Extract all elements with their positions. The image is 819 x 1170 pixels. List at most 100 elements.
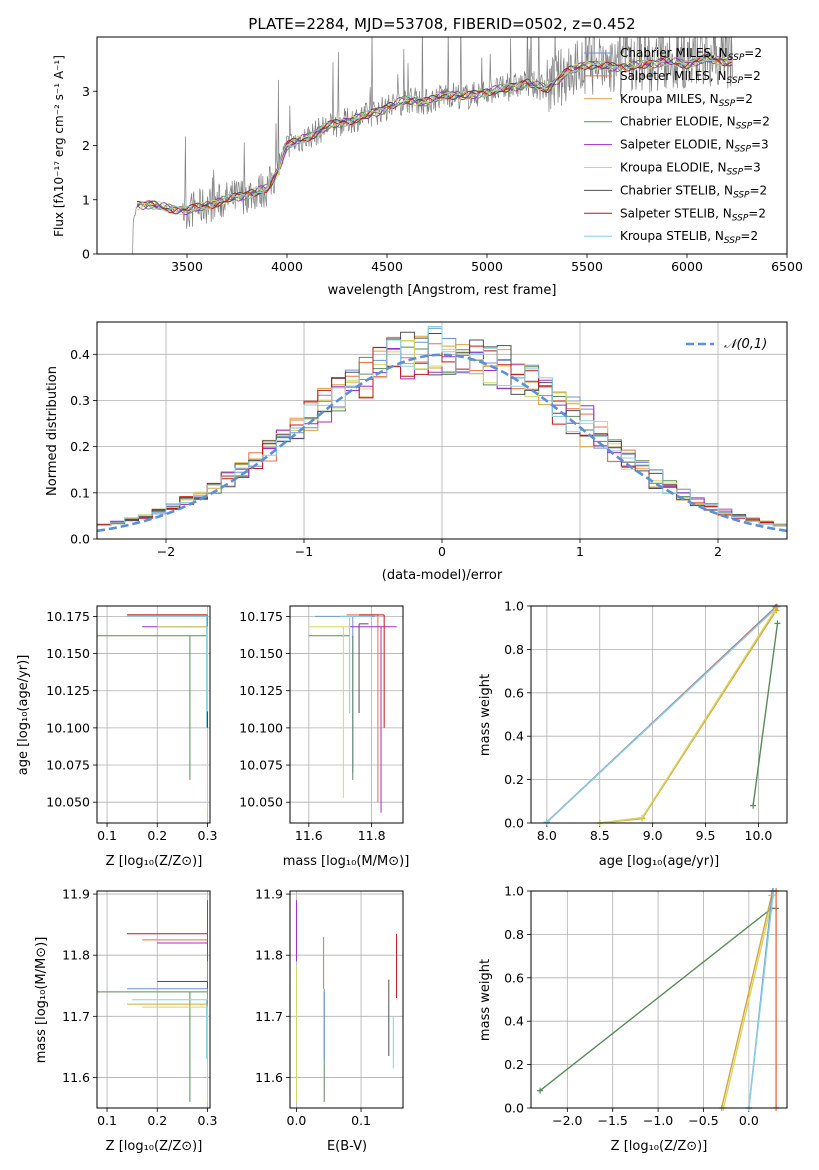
legend-nssp: =2 (752, 115, 770, 129)
legend-nssp: =3 (743, 161, 761, 175)
model-spectrum-line (136, 53, 733, 215)
legend-nssp: =2 (740, 229, 758, 243)
observed-spectrum (117, 37, 733, 254)
massZ-ylabel: mass [log₁₀(M/M⊙)] (34, 937, 49, 1064)
x-tick-label: 5500 (571, 259, 603, 274)
y-tick-label: 11.7 (62, 1009, 90, 1024)
legend-label: Chabrier MILES, NSSP=2 (620, 46, 762, 63)
y-tick-label: 0.0 (504, 816, 524, 831)
axes-frame (289, 890, 404, 1109)
residuals-xlabel: (data-model)/error (382, 568, 503, 583)
y-tick-label: 10.050 (46, 795, 90, 810)
massEbv-xlabel: E(B-V) (327, 1139, 367, 1154)
y-tick-label: 0.6 (504, 685, 524, 700)
y-tick-label: 10.150 (239, 646, 283, 661)
y-tick-label: 10.150 (46, 646, 90, 661)
weight-line (722, 895, 775, 1109)
axes-frame (289, 605, 404, 824)
legend-nssp: =2 (750, 183, 768, 197)
x-tick-label: 1 (576, 544, 584, 559)
weight-line (748, 890, 775, 1109)
figure-title: PLATE=2284, MJD=53708, FIBERID=0502, z=0… (248, 15, 635, 33)
y-tick-label: 10.125 (239, 683, 283, 698)
axes-frame (96, 36, 788, 255)
legend-sub: SSP (734, 145, 751, 155)
axes-frame (96, 321, 788, 540)
x-tick-label: 9.5 (696, 828, 716, 843)
weight-marker (750, 802, 757, 809)
y-tick-label: 10.175 (46, 609, 90, 624)
wAge-xlabel: age [log₁₀(age/yr)] (599, 854, 720, 869)
weight-vs-age-panel: 8.0 8.5 9.0 9.5 10.0 0.0 0.2 0.4 0.6 0.8 1.0 (504, 599, 788, 843)
mass-vs-ebv-panel: 0.0 0.1 11.6 11.7 11.8 11.9 (255, 887, 404, 1128)
legend-label: Kroupa STELIB, NSSP=2 (620, 229, 758, 246)
legend-sub: SSP (724, 236, 741, 246)
legend-sub: SSP (728, 53, 745, 63)
spectrum-ylabel: Flux [fλ10⁻¹⁷ erg cm⁻² s⁻¹ A⁻¹] (52, 55, 66, 237)
x-tick-label: 4500 (371, 259, 403, 274)
legend-nssp: =2 (744, 46, 762, 60)
y-tick-label: 11.9 (62, 887, 90, 902)
y-tick-label: 3 (82, 84, 90, 99)
legend-nssp: =2 (743, 69, 761, 83)
y-tick-label: 0.8 (504, 642, 524, 657)
x-tick-label: −0.5 (688, 1113, 718, 1128)
y-tick-label: 11.6 (62, 1070, 90, 1085)
x-tick-label: 4000 (271, 259, 303, 274)
legend-label: Salpeter STELIB, NSSP=2 (620, 206, 766, 223)
x-tick-label: 8.5 (590, 828, 610, 843)
y-tick-label: 11.9 (255, 887, 283, 902)
axes-frame (96, 890, 211, 1109)
weight-line (752, 623, 779, 806)
y-tick-label: 11.8 (255, 948, 283, 963)
x-tick-label: 0.2 (147, 828, 167, 843)
y-tick-label: 0.3 (70, 393, 90, 408)
y-tick-label: 0.0 (70, 532, 90, 547)
legend-nssp: =2 (735, 92, 753, 106)
legend-label: Salpeter ELODIE, NSSP=3 (620, 138, 769, 155)
y-tick-label: 0.1 (70, 485, 90, 500)
y-tick-label: 11.7 (255, 1009, 283, 1024)
x-tick-label: 11.8 (358, 828, 386, 843)
wZ-xlabel: Z [log₁₀(Z/Z⊙)] (611, 1139, 708, 1154)
legend-label: Kroupa MILES, NSSP=2 (620, 92, 753, 109)
x-tick-label: 9.0 (643, 828, 663, 843)
legend-sub: SSP (719, 99, 736, 109)
legend-sub: SSP (733, 190, 750, 200)
x-tick-label: 8.0 (537, 828, 557, 843)
x-tick-label: 0.2 (147, 1113, 167, 1128)
y-tick-label: 11.6 (255, 1070, 283, 1085)
ageZ-xlabel: Z [log₁₀(Z/Z⊙)] (106, 854, 203, 869)
x-tick-label: 0.3 (198, 828, 218, 843)
weight-vs-Z-panel: −2.0 −1.5 −1.0 −0.5 0.0 0.0 0.2 0.4 0.6 0.8 1.0 (504, 884, 788, 1128)
legend-label: 𝒩(0,1) (724, 337, 767, 352)
residuals-ylabel: Normed distribution (45, 366, 60, 496)
weight-marker (543, 819, 550, 826)
y-tick-label: 1.0 (504, 599, 524, 614)
legend-sub: SSP (736, 122, 753, 132)
x-tick-label: −2 (157, 544, 175, 559)
y-tick-label: 0.4 (70, 347, 90, 362)
axes-frame (96, 605, 211, 824)
y-tick-label: 10.075 (239, 758, 283, 773)
weight-marker (537, 1087, 544, 1094)
wAge-ylabel: mass weight (478, 674, 493, 756)
x-tick-label: 0 (438, 544, 446, 559)
weight-marker (774, 603, 781, 610)
x-tick-label: 5000 (471, 259, 503, 274)
legend-sub: SSP (732, 213, 749, 223)
x-tick-label: 0.1 (351, 1113, 371, 1128)
y-tick-label: 10.100 (239, 720, 283, 735)
y-tick-label: 0.4 (504, 1014, 524, 1029)
legend-nssp: =3 (751, 138, 769, 152)
y-tick-label: 10.125 (46, 683, 90, 698)
x-tick-label: 6000 (671, 259, 703, 274)
x-tick-label: 11.6 (295, 828, 323, 843)
legend-label: Chabrier ELODIE, NSSP=2 (620, 115, 770, 132)
normal-curve (96, 353, 788, 533)
x-tick-label: 3500 (171, 259, 203, 274)
weight-line (720, 895, 773, 1109)
weight-line (546, 606, 778, 823)
weight-line (599, 611, 775, 824)
y-tick-label: 0.6 (504, 970, 524, 985)
